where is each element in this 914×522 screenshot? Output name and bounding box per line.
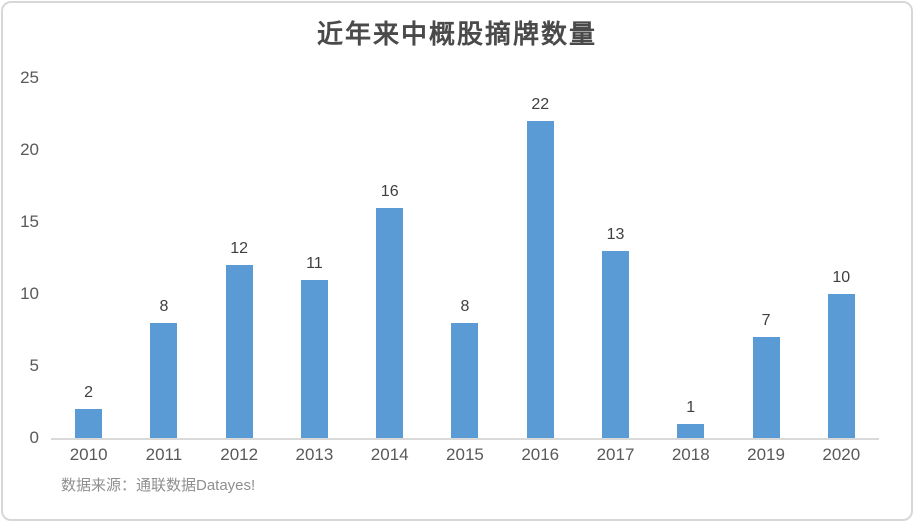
bar-value-label: 7 xyxy=(761,312,771,330)
bar-group-2016: 22 xyxy=(503,78,578,438)
bar xyxy=(225,265,253,438)
bar xyxy=(75,409,103,438)
bar xyxy=(526,121,554,438)
x-axis-tick-label: 2014 xyxy=(370,445,409,464)
y-axis-tick-label: 15 xyxy=(20,212,39,231)
bar xyxy=(827,294,855,438)
bar-value-label: 16 xyxy=(380,182,399,200)
bar-group-2017: 13 xyxy=(578,78,653,438)
plot-area: 2 8 12 11 16 8 22 13 1 7 10 xyxy=(51,78,879,440)
y-axis-tick-label: 5 xyxy=(29,356,39,375)
bar-value-label: 2 xyxy=(84,384,94,402)
x-axis-tick-label: 2010 xyxy=(69,445,108,464)
bar-value-label: 11 xyxy=(306,254,323,272)
bar xyxy=(376,207,404,438)
bar-group-2018: 1 xyxy=(653,78,728,438)
bar-value-label: 10 xyxy=(832,269,851,286)
chart-title: 近年来中概股摘牌数量 xyxy=(316,19,597,49)
bar-value-label: 22 xyxy=(531,96,550,114)
bar-value-label: 8 xyxy=(159,297,169,315)
x-axis-tick-label: 2019 xyxy=(747,445,785,464)
x-axis-tick-label: 2016 xyxy=(521,445,560,464)
bar xyxy=(677,423,705,438)
y-axis-tick-label: 25 xyxy=(20,68,39,87)
x-axis-tick-label: 2020 xyxy=(822,445,861,464)
x-axis-tick-label: 2012 xyxy=(220,445,259,464)
bar xyxy=(150,322,178,438)
bar xyxy=(451,322,479,438)
x-axis-tick-label: 2015 xyxy=(446,445,484,464)
x-axis-tick-label: 2018 xyxy=(671,445,710,464)
source-note: 数据来源：通联数据Datayes! xyxy=(61,477,256,494)
bar-group-2015: 8 xyxy=(427,78,502,438)
bar-group-2013: 11 xyxy=(277,78,352,438)
bar xyxy=(300,279,328,438)
bar-value-label: 1 xyxy=(686,398,696,416)
bar xyxy=(601,250,629,438)
bar-value-label: 12 xyxy=(230,240,249,258)
bar-value-label: 13 xyxy=(606,225,625,243)
y-axis-tick-label: 0 xyxy=(29,428,39,447)
bar-group-2010: 2 xyxy=(51,78,126,438)
x-axis: 2010 2011 2012 2013 2014 2015 2016 2017 2018 2019… xyxy=(51,440,879,465)
bar-group-2019: 7 xyxy=(728,78,803,438)
x-axis-tick-label: 2011 xyxy=(145,445,183,464)
y-axis-tick-label: 10 xyxy=(20,284,39,303)
bar-group-2020: 10 xyxy=(804,78,879,438)
bar-group-2014: 16 xyxy=(352,78,427,438)
bar-group-2011: 8 xyxy=(126,78,201,438)
bars-container: 2 8 12 11 16 8 22 13 1 7 10 xyxy=(51,78,879,438)
bar-group-2012: 12 xyxy=(202,78,277,438)
bar-chart: 0 5 10 15 20 25 2 8 12 11 16 8 22 13 1 7 10 xyxy=(3,68,911,447)
y-axis-tick-label: 20 xyxy=(20,140,39,159)
bar-value-label: 8 xyxy=(460,297,470,315)
x-axis-tick-label: 2017 xyxy=(596,445,635,464)
y-axis: 0 5 10 15 20 25 xyxy=(3,68,51,447)
bar xyxy=(752,337,780,438)
x-axis-tick-label: 2013 xyxy=(295,445,334,464)
